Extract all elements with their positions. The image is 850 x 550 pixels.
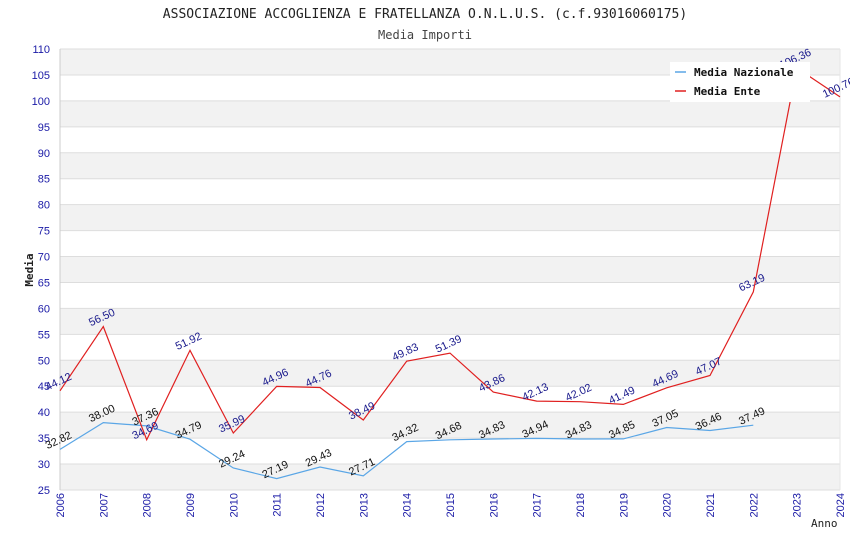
x-tick-label: 2011 (272, 493, 284, 517)
y-tick-label: 110 (32, 44, 50, 56)
y-tick-label: 25 (38, 485, 50, 497)
y-tick-label: 50 (38, 355, 50, 367)
y-tick-label: 70 (38, 252, 50, 264)
y-tick-label: 75 (38, 226, 50, 238)
grid-band (60, 152, 840, 179)
y-axis: 25 30 35 40 45 50 55 60 65 70 75 80 85 90 95 100 105 110 (32, 44, 50, 497)
grid-band (60, 204, 840, 231)
y-tick-label: 100 (32, 96, 50, 108)
series-line (59, 66, 841, 442)
grid-band (60, 438, 840, 465)
y-tick-label: 65 (38, 277, 50, 289)
grid-band (60, 386, 840, 413)
x-tick-label: 2006 (55, 493, 67, 517)
y-tick-label: 45 (38, 381, 50, 393)
legend-box (670, 62, 810, 102)
x-tick-label: 2010 (228, 493, 240, 517)
x-tick-label: 2019 (618, 493, 630, 517)
x-tick-label: 2016 (488, 493, 500, 517)
y-tick-label: 55 (38, 329, 50, 341)
y-tick-label: 85 (38, 174, 50, 186)
grid-band (60, 230, 840, 257)
x-tick-label: 2014 (402, 493, 414, 517)
legend-label: Media Ente (694, 85, 761, 98)
grid-band (60, 126, 840, 153)
x-axis: 2006 2007 2008 2009 2010 2011 2012 2013 2014 2015… (55, 493, 847, 517)
grid-bands (59, 48, 841, 491)
x-tick-label: 2012 (315, 493, 327, 517)
series-lines (59, 66, 841, 480)
x-tick-label: 2009 (185, 493, 197, 517)
y-tick-label: 80 (38, 200, 50, 212)
grid-band (60, 178, 840, 205)
x-tick-label: 2017 (532, 493, 544, 517)
grid-band (60, 256, 840, 283)
x-tick-label: 2020 (662, 493, 674, 517)
legend: Media Nazionale Media Ente (675, 66, 794, 98)
y-tick-label: 90 (38, 148, 50, 160)
grid-band (60, 100, 840, 127)
x-tick-label: 2013 (358, 493, 370, 517)
x-tick-label: 2021 (705, 493, 717, 517)
chart-subtitle: Media Importi (378, 28, 472, 42)
grid-band (60, 282, 840, 309)
grid-band (60, 308, 840, 335)
grid-band (60, 464, 840, 490)
chart-title: ASSOCIAZIONE ACCOGLIENZA E FRATELLANZA O… (163, 7, 687, 22)
y-tick-label: 35 (38, 433, 50, 445)
x-tick-label: 2008 (142, 493, 154, 517)
y-tick-label: 40 (38, 407, 50, 419)
y-tick-label: 105 (32, 70, 50, 82)
y-tick-label: 30 (38, 459, 50, 471)
y-axis-label: Media (23, 253, 36, 286)
x-tick-label: 2015 (445, 493, 457, 517)
x-tick-label: 2022 (748, 493, 760, 517)
x-tick-label: 2007 (98, 493, 110, 517)
grid-band (60, 412, 840, 439)
y-tick-label: 95 (38, 122, 50, 134)
grid-band (60, 334, 840, 361)
x-axis-label: Anno (811, 517, 838, 530)
series-line (59, 421, 754, 480)
x-tick-label: 2018 (575, 493, 587, 517)
y-tick-label: 60 (38, 303, 50, 315)
x-tick-label: 2023 (792, 493, 804, 517)
grid-band (60, 360, 840, 387)
x-tick-label: 2024 (835, 493, 847, 517)
legend-label: Media Nazionale (694, 66, 794, 79)
